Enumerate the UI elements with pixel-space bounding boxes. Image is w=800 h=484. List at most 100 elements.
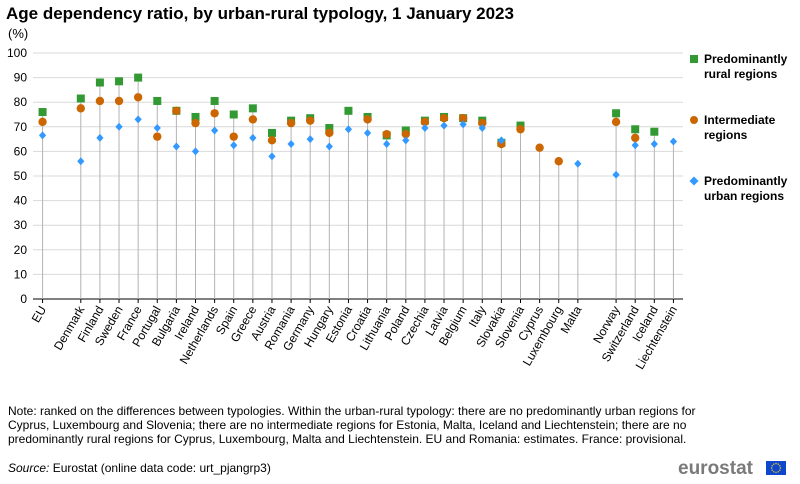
- urban-marker-slovakia: [497, 136, 505, 145]
- rural-marker-finland: [95, 78, 104, 87]
- rural-marker-iceland: [650, 127, 659, 136]
- intermediate-marker-latvia: [439, 113, 449, 123]
- urban-marker-estonia: [344, 125, 353, 134]
- rural-marker-greece: [248, 104, 257, 113]
- urban-marker-finland: [96, 133, 104, 142]
- gridlines: [33, 52, 683, 300]
- eu-flag-icon: [766, 461, 786, 475]
- rural-marker-denmark: [76, 94, 85, 103]
- intermediate-marker-germany: [306, 116, 315, 125]
- urban-marker-germany: [306, 135, 314, 144]
- urban-marker-iceland: [650, 140, 658, 149]
- intermediate-marker-greece: [248, 115, 258, 124]
- urban-marker-poland: [402, 136, 410, 145]
- urban-marker-portugal: [153, 124, 161, 133]
- intermediate-marker-norway: [611, 117, 621, 127]
- rural-marker-spain: [229, 110, 238, 119]
- intermediate-marker-ireland: [191, 118, 200, 128]
- intermediate-marker-finland: [95, 96, 105, 106]
- urban-marker-austria: [268, 152, 276, 161]
- rural-marker-sweden: [115, 77, 124, 86]
- y-tick-label-80: 80: [14, 95, 28, 109]
- urban-marker-malta: [574, 159, 582, 168]
- y-tick-label-90: 90: [14, 71, 28, 85]
- intermediate-marker-hungary: [325, 128, 334, 138]
- intermediate-marker-portugal: [153, 132, 162, 141]
- rural-marker-ireland: [191, 112, 200, 121]
- rural-marker-eu: [38, 108, 47, 117]
- urban-marker-latvia: [440, 121, 448, 130]
- urban-marker-bulgaria: [172, 142, 180, 151]
- rural-marker-portugal: [153, 96, 162, 105]
- rural-marker-austria: [267, 128, 276, 137]
- chart-title: Age dependency ratio, by urban-rural typ…: [6, 4, 514, 23]
- y-axis-ticks: 0 10 20 30 40 50 60 70 80 90 100: [7, 46, 27, 306]
- x-tick-label-eu: EU: [29, 304, 49, 325]
- footnote: Note: ranked on the differences between …: [8, 404, 696, 446]
- rural-marker-norway: [612, 109, 621, 118]
- source-label: Source:: [8, 461, 50, 475]
- intermediate-marker-denmark: [76, 104, 85, 113]
- urban-marker-greece: [249, 133, 257, 142]
- urban-marker-italy: [478, 124, 486, 133]
- y-tick-label-70: 70: [14, 120, 28, 134]
- urban-marker-norway: [612, 170, 620, 179]
- legend-label-urban: Predominantly urban regions: [704, 174, 788, 203]
- category-stems: [42, 77, 674, 299]
- intermediate-marker-austria: [267, 136, 277, 145]
- eurostat-logo[interactable]: eurostat: [678, 458, 790, 482]
- y-tick-label-50: 50: [14, 169, 28, 183]
- urban-marker-liechtenstein: [669, 137, 678, 146]
- unit-label: (%): [8, 26, 29, 41]
- intermediate-marker-croatia: [363, 115, 372, 124]
- x-tick-label-malta: Malta: [558, 303, 585, 336]
- data-markers: [38, 73, 678, 179]
- rural-marker-netherlands: [210, 96, 219, 105]
- y-tick-label-60: 60: [14, 144, 28, 158]
- urban-marker-netherlands: [211, 126, 219, 135]
- urban-marker-belgium: [459, 120, 467, 129]
- intermediate-marker-switzerland: [631, 133, 640, 143]
- urban-marker-czechia: [421, 124, 429, 133]
- urban-marker-croatia: [363, 128, 372, 137]
- intermediate-marker-poland: [401, 129, 410, 139]
- urban-marker-hungary: [325, 142, 333, 151]
- intermediate-marker-netherlands: [210, 109, 219, 118]
- rural-marker-france: [134, 73, 143, 82]
- intermediate-marker-italy: [478, 118, 487, 128]
- urban-marker-eu: [38, 131, 47, 140]
- intermediate-marker-belgium: [458, 113, 468, 123]
- legend-label-intermediate: Intermediate regions: [704, 113, 776, 142]
- intermediate-marker-cyprus: [535, 143, 544, 152]
- rural-marker-switzerland: [631, 125, 640, 134]
- intermediate-marker-czechia: [420, 117, 430, 127]
- legend-label-rural: Predominantly rural regions: [704, 52, 788, 81]
- rural-marker-hungary: [325, 124, 334, 133]
- urban-marker-ireland: [191, 147, 200, 156]
- eurostat-wordmark: eurostat: [678, 458, 753, 479]
- urban-marker-sweden: [115, 122, 123, 131]
- y-tick-label-100: 100: [7, 46, 27, 60]
- urban-marker-denmark: [77, 157, 85, 166]
- intermediate-marker-lithuania: [382, 129, 391, 139]
- intermediate-marker-bulgaria: [172, 106, 181, 116]
- legend-circle-marker-icon: [690, 116, 698, 124]
- x-axis-labels: EU DenmarkFinlandSwedenFrancePortugalBulg…: [29, 299, 680, 372]
- rural-marker-estonia: [344, 106, 353, 115]
- intermediate-marker-luxembourg: [554, 157, 563, 166]
- intermediate-marker-sweden: [114, 96, 124, 106]
- chart-area: 0 10 20 30 40 50 60 70 80 90 100 EU DenmarkFinlandS…: [7, 46, 683, 372]
- source-text: Eurostat (online data code: urt_pjangrp3…: [52, 461, 271, 475]
- intermediate-marker-eu: [38, 117, 47, 127]
- intermediate-marker-slovenia: [516, 125, 525, 134]
- y-tick-label-30: 30: [14, 218, 28, 232]
- y-tick-label-0: 0: [20, 292, 27, 306]
- intermediate-marker-romania: [286, 118, 296, 128]
- y-tick-label-20: 20: [14, 243, 28, 257]
- y-tick-label-10: 10: [14, 267, 28, 281]
- urban-marker-spain: [230, 141, 238, 150]
- intermediate-marker-france: [133, 93, 143, 102]
- urban-marker-romania: [287, 140, 295, 149]
- y-tick-label-40: 40: [14, 194, 28, 208]
- urban-marker-france: [134, 115, 142, 124]
